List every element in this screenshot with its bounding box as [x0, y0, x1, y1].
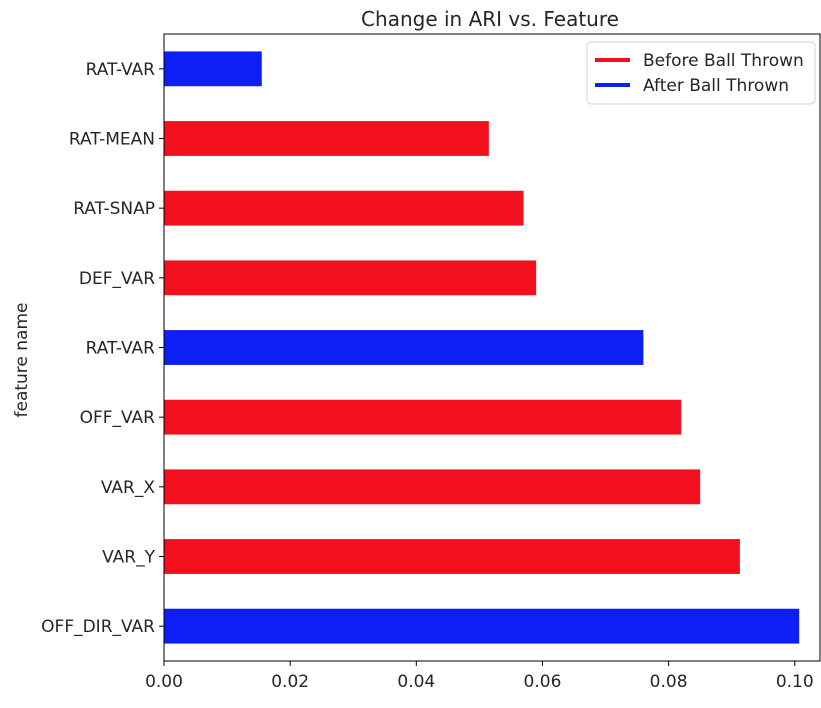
chart-title: Change in ARI vs. Feature [361, 7, 619, 31]
x-tick-label: 0.06 [524, 672, 562, 692]
plot-frame [163, 33, 821, 662]
y-tick-label: RAT-SNAP [73, 199, 155, 219]
y-tick-label: RAT-VAR [86, 60, 156, 80]
bar-5 [164, 399, 682, 435]
bar-7 [164, 539, 740, 574]
bar-3 [164, 260, 537, 296]
legend-label-after: After Ball Thrown [643, 76, 789, 96]
legend: Before Ball Thrown After Ball Thrown [586, 41, 816, 105]
y-tick-label: VAR_X [101, 478, 155, 498]
bar-6 [164, 469, 701, 505]
y-tick-label: RAT-VAR [86, 339, 156, 359]
x-tick-label: 0.08 [650, 672, 688, 692]
x-tick-label: 0.02 [271, 672, 309, 692]
y-tick-label: OFF_DIR_VAR [41, 617, 155, 637]
y-tick-label: OFF_VAR [80, 408, 156, 428]
bar-2 [164, 190, 524, 226]
bar-0 [164, 51, 262, 87]
bar-8 [164, 608, 800, 644]
x-tick-label: 0.10 [776, 672, 814, 692]
legend-box [586, 41, 816, 105]
y-tick-label: DEF_VAR [79, 269, 155, 289]
bar-1 [164, 121, 489, 156]
y-tick-label: RAT-MEAN [69, 130, 155, 150]
y-tick-label: VAR_Y [102, 548, 155, 568]
y-axis-title: feature name [12, 303, 32, 418]
bar-4 [164, 330, 644, 365]
x-tick-label: 0.00 [145, 672, 183, 692]
x-tick-label: 0.04 [397, 672, 435, 692]
legend-label-before: Before Ball Thrown [643, 51, 804, 71]
